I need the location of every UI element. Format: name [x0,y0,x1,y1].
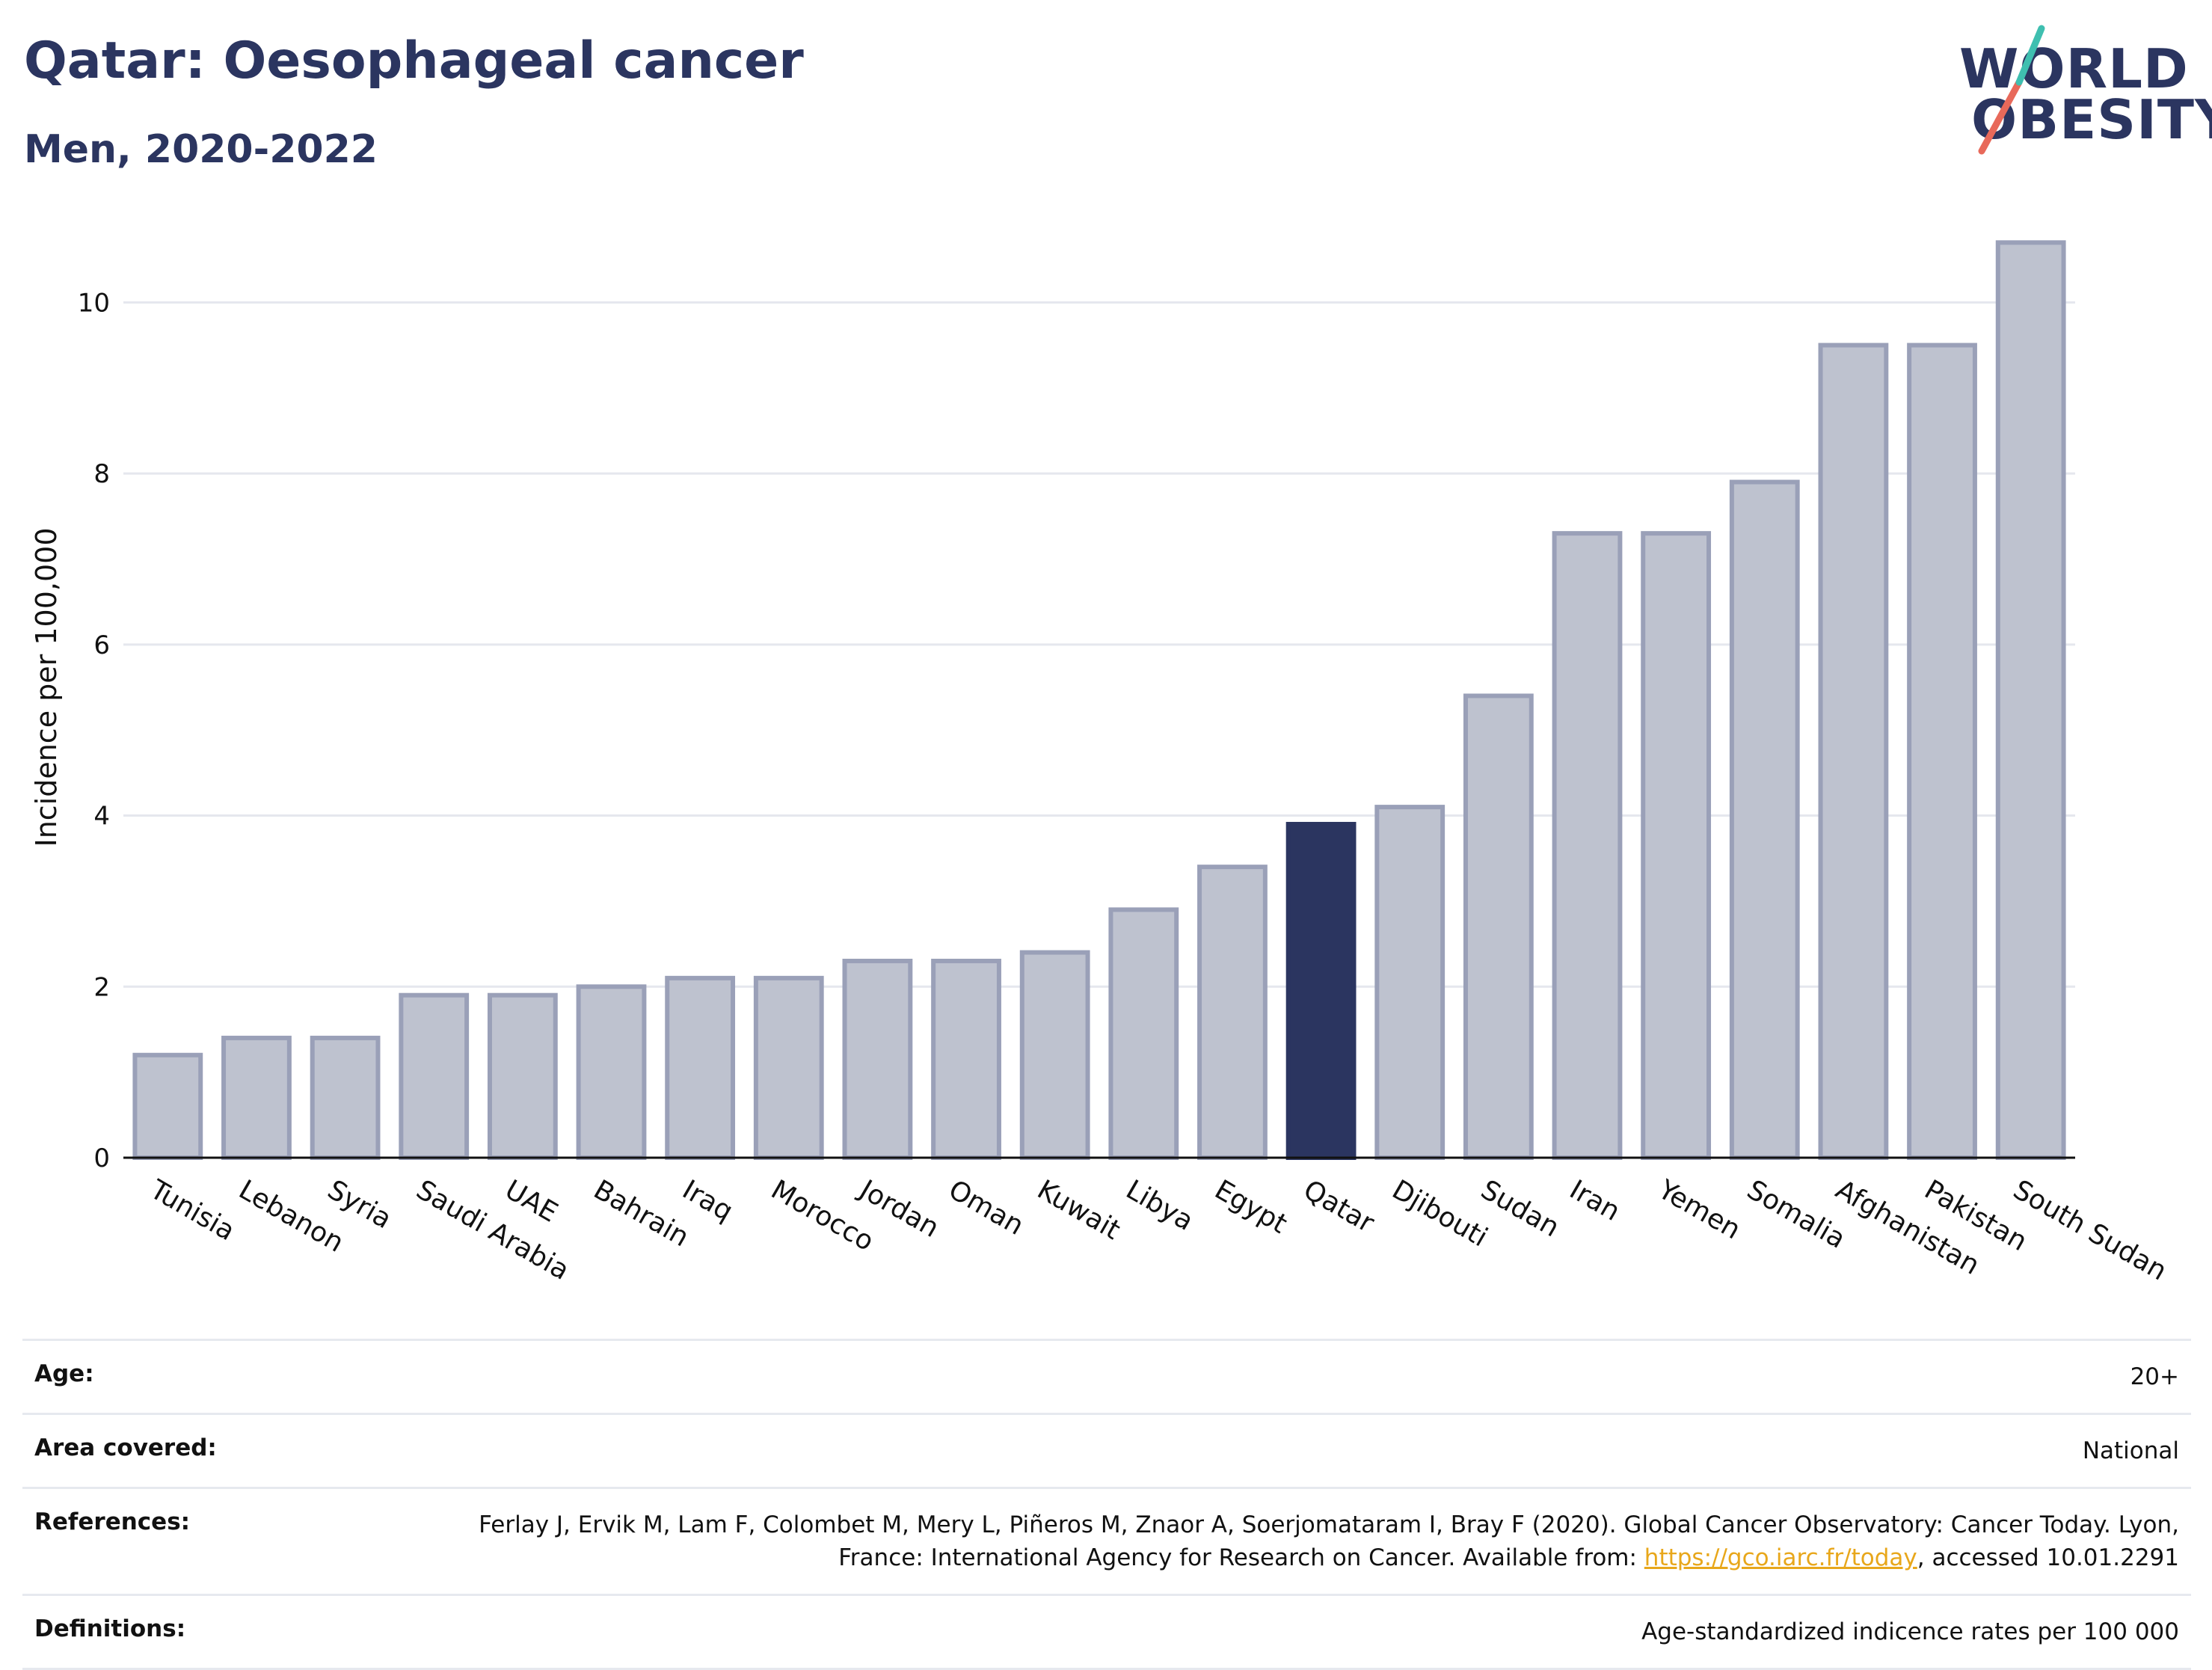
x-tick-label: Oman [943,1174,1028,1241]
bar [1463,693,1534,1160]
x-tick-label: Somalia [1742,1174,1850,1255]
bar [1729,479,1800,1160]
bar [665,975,736,1160]
x-tick-label: Iran [1564,1174,1625,1227]
x-tick-label: Egypt [1209,1174,1291,1239]
references-text: Ferlay J, Ervik M, Lam F, Colombet M, Me… [479,1511,2179,1571]
definitions-label: Definitions: [34,1615,186,1642]
info-row-references: References: Ferlay J, Ervik M, Lam F, Co… [22,1487,2191,1594]
y-tick-label: 0 [93,1143,110,1173]
x-tick-label: Libya [1121,1174,1199,1237]
area-label: Area covered: [34,1434,217,1461]
area-value: National [2082,1437,2179,1464]
world-obesity-logo: WORLD OBESITY [1944,22,2212,157]
info-row-definitions: Definitions: Age-standardized indicence … [22,1594,2191,1670]
bar [1907,343,1977,1161]
bar [1995,240,2066,1161]
age-value: 20+ [2130,1363,2179,1390]
y-tick-label: 10 [78,288,110,318]
info-row-area: Area covered: National [22,1413,2191,1487]
logo-slash-icon [1978,25,2045,155]
y-tick-label: 2 [93,972,110,1002]
bar [310,1035,381,1160]
bar [1108,907,1179,1160]
references-suffix: , accessed 10.01.2291 [1917,1544,2179,1571]
age-label: Age: [34,1360,94,1387]
bar [1285,821,1357,1160]
x-tick-label: Sudan [1475,1174,1564,1243]
x-tick-label: Tunisia [144,1174,240,1247]
references-value: Ferlay J, Ervik M, Lam F, Colombet M, Me… [22,1489,2191,1594]
bar [842,958,913,1160]
x-tick-label: Qatar [1298,1174,1379,1238]
info-row-age: Age: 20+ [22,1339,2191,1413]
bar [576,984,647,1160]
bar [753,975,824,1160]
y-tick-label: 4 [93,802,110,832]
y-tick-label: 6 [93,630,110,660]
x-tick-label: South Sudan [2008,1174,2172,1286]
x-tick-label: UAE [500,1174,562,1228]
x-tick-label: Djibouti [1387,1174,1493,1253]
bar [399,992,470,1161]
y-tick-label: 8 [93,459,110,489]
logo-line1: WORLD [1959,37,2189,100]
definitions-value: Age-standardized indicence rates per 100… [1641,1618,2179,1645]
bar [1552,531,1623,1160]
info-table: Age: 20+ Area covered: National Referenc… [22,1339,2191,1670]
x-tick-label: Yemen [1653,1174,1746,1246]
references-link[interactable]: https://gco.iarc.fr/today [1644,1544,1917,1571]
bar [132,1052,203,1161]
bar [1197,865,1268,1160]
x-tick-label: Kuwait [1032,1174,1125,1246]
bar [1641,531,1712,1160]
page-title: Qatar: Oesophageal cancer [24,31,804,90]
x-tick-label: Saudi Arabia [411,1174,574,1286]
bar [1374,805,1446,1160]
page-subtitle: Men, 2020-2022 [24,127,378,172]
bar [931,958,1001,1160]
bar [487,992,558,1161]
x-tick-label: Iraq [678,1174,738,1227]
bar [1019,950,1090,1160]
bar [1818,343,1889,1161]
x-tick-label: Bahrain [589,1174,694,1253]
references-label: References: [34,1508,191,1535]
bar [221,1035,292,1160]
y-axis-title: Incidence per 100,000 [30,527,63,847]
